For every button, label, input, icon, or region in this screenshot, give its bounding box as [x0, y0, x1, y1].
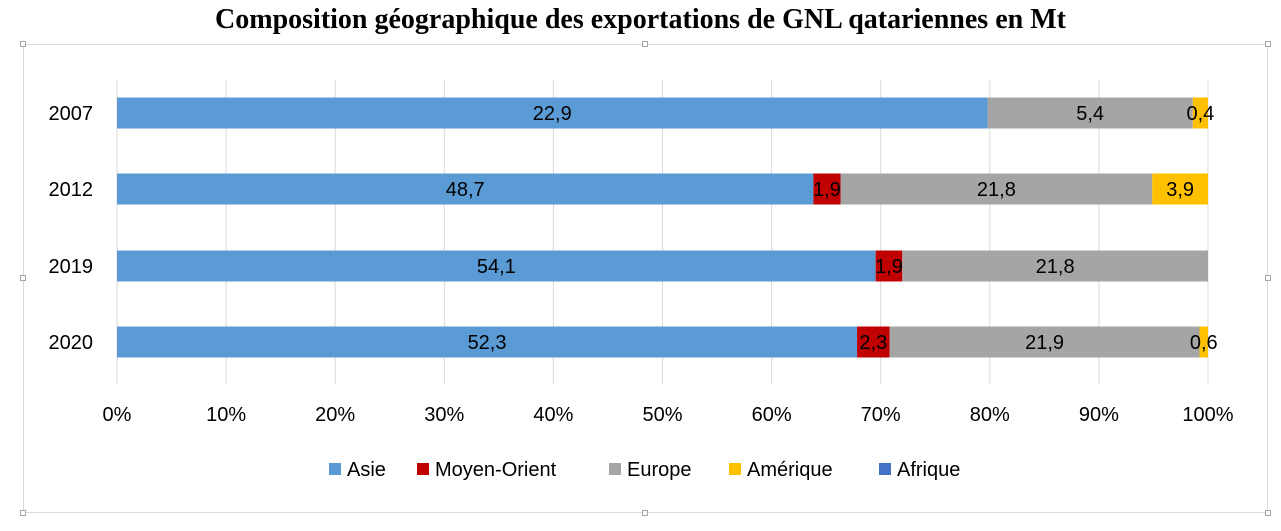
- data-label: 21,8: [1036, 256, 1075, 278]
- data-label: 48,7: [446, 179, 485, 201]
- resize-handle-bottom-center[interactable]: [642, 510, 648, 516]
- resize-handle-top-right[interactable]: [1265, 41, 1271, 47]
- bar-segment: [1199, 326, 1208, 358]
- x-tick-label: 30%: [424, 404, 464, 426]
- legend-label: Amérique: [747, 459, 833, 481]
- x-tick-label: 70%: [861, 404, 901, 426]
- bar-segment: [987, 97, 1193, 129]
- y-category-label: 2020: [49, 332, 94, 354]
- legend-swatch: [729, 463, 741, 475]
- legend-swatch: [417, 463, 429, 475]
- bar-segment: [117, 173, 814, 205]
- bar-segment: [902, 250, 1208, 282]
- bar-segment: [857, 326, 890, 358]
- x-tick-label: 90%: [1079, 404, 1119, 426]
- resize-handle-top-center[interactable]: [642, 41, 648, 47]
- legend-swatch: [609, 463, 621, 475]
- data-label: 52,3: [468, 332, 507, 354]
- bar-segment: [889, 326, 1200, 358]
- resize-handle-middle-left[interactable]: [20, 275, 26, 281]
- x-tick-label: 80%: [970, 404, 1010, 426]
- legend-label: Europe: [627, 459, 692, 481]
- y-category-label: 2019: [49, 256, 94, 278]
- bar-segment: [1192, 97, 1208, 129]
- chart-title: Composition géographique des exportation…: [215, 4, 1066, 35]
- data-label: 1,9: [813, 179, 841, 201]
- bar-segment: [1152, 173, 1208, 205]
- y-category-label: 2012: [49, 179, 94, 201]
- x-tick-label: 0%: [103, 404, 132, 426]
- data-label: 0,6: [1190, 332, 1218, 354]
- legend-swatch: [329, 463, 341, 475]
- y-category-label: 2007: [49, 103, 94, 125]
- data-label: 21,8: [977, 179, 1016, 201]
- bar-segment: [117, 97, 988, 129]
- x-tick-label: 40%: [533, 404, 573, 426]
- data-label: 21,9: [1025, 332, 1064, 354]
- x-tick-label: 50%: [642, 404, 682, 426]
- data-label: 1,9: [875, 256, 903, 278]
- legend-label: Moyen-Orient: [435, 459, 557, 481]
- x-tick-label: 20%: [315, 404, 355, 426]
- legend-swatch: [879, 463, 891, 475]
- resize-handle-bottom-right[interactable]: [1265, 510, 1271, 516]
- data-label: 2,3: [859, 332, 887, 354]
- legend-label: Afrique: [897, 459, 960, 481]
- bar-segment: [875, 250, 903, 282]
- bar-segment: [813, 173, 841, 205]
- legend-label: Asie: [347, 459, 386, 481]
- bar-segment: [117, 250, 876, 282]
- resize-handle-middle-right[interactable]: [1265, 275, 1271, 281]
- x-tick-label: 60%: [752, 404, 792, 426]
- resize-handle-top-left[interactable]: [20, 41, 26, 47]
- bar-segment: [117, 326, 858, 358]
- data-label: 5,4: [1076, 103, 1104, 125]
- data-label: 54,1: [477, 256, 516, 278]
- data-label: 22,9: [533, 103, 572, 125]
- data-label: 0,4: [1186, 103, 1214, 125]
- x-tick-label: 10%: [206, 404, 246, 426]
- data-label: 3,9: [1166, 179, 1194, 201]
- x-tick-label: 100%: [1182, 404, 1233, 426]
- resize-handle-bottom-left[interactable]: [20, 510, 26, 516]
- bar-segment: [840, 173, 1153, 205]
